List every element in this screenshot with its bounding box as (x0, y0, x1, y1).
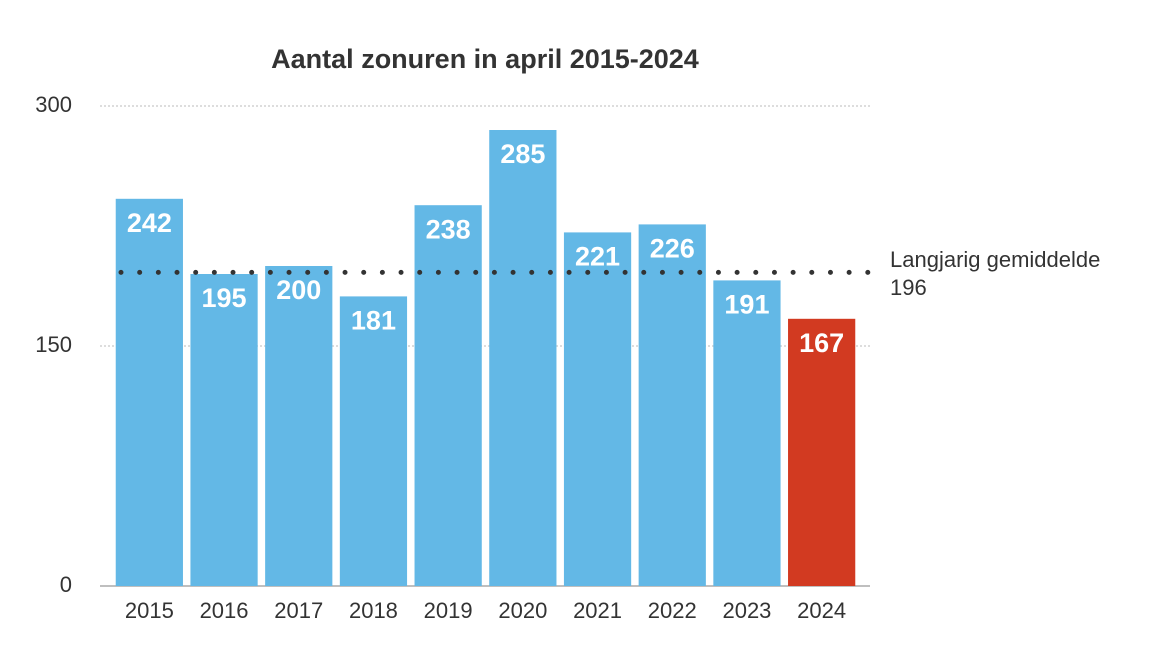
data-label: 195 (202, 283, 247, 313)
bar (638, 224, 706, 586)
data-label: 200 (276, 275, 321, 305)
y-tick-label: 150 (35, 332, 72, 357)
data-label: 242 (127, 208, 172, 238)
data-label: 238 (426, 214, 471, 244)
bar (115, 198, 183, 587)
data-label: 221 (575, 242, 620, 272)
x-tick-label: 2024 (797, 598, 846, 623)
bar (414, 205, 482, 586)
data-label: 226 (650, 234, 695, 264)
bar (489, 130, 557, 586)
x-tick-label: 2017 (274, 598, 323, 623)
bar (788, 318, 856, 586)
x-tick-label: 2019 (424, 598, 473, 623)
x-tick-label: 2021 (573, 598, 622, 623)
x-tick-label: 2023 (722, 598, 771, 623)
reference-value: 196 (890, 275, 927, 300)
data-label: 167 (799, 328, 844, 358)
bar (713, 280, 781, 586)
y-tick-label: 0 (60, 572, 72, 597)
bar (563, 232, 632, 586)
bar (339, 296, 408, 586)
y-tick-label: 300 (35, 92, 72, 117)
x-tick-label: 2018 (349, 598, 398, 623)
x-tick-label: 2020 (498, 598, 547, 623)
data-label: 285 (500, 139, 545, 169)
x-tick-label: 2015 (125, 598, 174, 623)
chart-title: Aantal zonuren in april 2015-2024 (271, 44, 699, 74)
data-label: 181 (351, 306, 396, 336)
reference-label: Langjarig gemiddelde (890, 247, 1100, 272)
data-label: 191 (724, 290, 769, 320)
bar (190, 274, 258, 586)
x-tick-label: 2016 (200, 598, 249, 623)
x-tick-label: 2022 (648, 598, 697, 623)
bar (265, 266, 333, 586)
